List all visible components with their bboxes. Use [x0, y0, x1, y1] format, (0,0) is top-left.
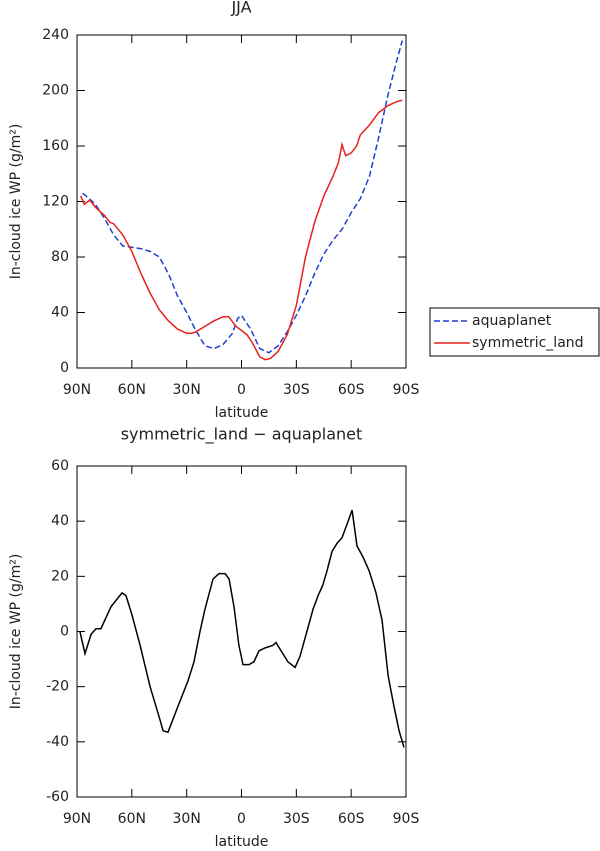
y-tick-label: 200: [42, 83, 69, 99]
y-tick-label: 160: [42, 138, 69, 154]
legend-label: symmetric_land: [472, 335, 584, 351]
x-tick-label: 30S: [283, 382, 310, 398]
y-tick-label: 80: [51, 249, 69, 265]
y-tick-label: 60: [51, 458, 69, 474]
x-tick-label: 90S: [393, 811, 420, 827]
y-tick-label: 20: [51, 568, 69, 584]
data-line: [80, 99, 403, 361]
y-tick-label: -40: [46, 734, 69, 750]
chart-title: JJA: [230, 0, 251, 17]
x-tick-label: 30N: [173, 811, 201, 827]
chart-title: symmetric_land − aquaplanet: [121, 425, 363, 445]
legend-label: aquaplanet: [472, 313, 552, 329]
x-tick-label: 0: [237, 811, 246, 827]
x-tick-label: 30S: [283, 811, 310, 827]
data-line: [79, 509, 405, 748]
y-tick-label: -20: [46, 679, 69, 695]
x-tick-label: 90N: [63, 382, 91, 398]
y-tick-label: 40: [51, 513, 69, 529]
y-tick-label: -60: [46, 789, 69, 805]
x-tick-label: 60N: [118, 382, 146, 398]
x-tick-label: 0: [237, 382, 246, 398]
x-tick-label: 60S: [338, 811, 365, 827]
x-tick-label: 90N: [63, 811, 91, 827]
y-tick-label: 0: [60, 624, 69, 640]
x-tick-label: 60S: [338, 382, 365, 398]
y-tick-label: 240: [42, 27, 69, 43]
plot-frame: [76, 34, 407, 369]
y-axis-label: In-cloud ice WP (g/m²): [8, 124, 24, 280]
y-tick-label: 120: [42, 194, 69, 210]
y-tick-label: 40: [51, 305, 69, 321]
x-axis-label: latitude: [215, 405, 269, 421]
y-axis-label: In-cloud ice WP (g/m²): [8, 554, 24, 710]
y-tick-label: 0: [60, 360, 69, 376]
plot-frame: [76, 465, 407, 798]
x-tick-label: 60N: [118, 811, 146, 827]
legend-box: [429, 307, 600, 357]
x-tick-label: 90S: [393, 382, 420, 398]
x-axis-label: latitude: [215, 834, 269, 850]
x-tick-label: 30N: [173, 382, 201, 398]
data-line: [82, 40, 404, 354]
